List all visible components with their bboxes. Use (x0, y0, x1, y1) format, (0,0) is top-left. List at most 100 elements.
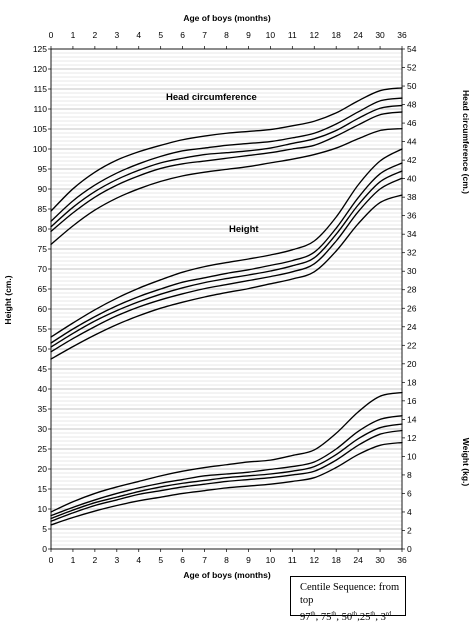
y-tick-label-left: 20 (38, 464, 48, 474)
head-circumference-curve-97th (50, 87, 403, 212)
y-tick-label-left: 65 (38, 284, 48, 294)
x-tick-label-top: 5 (158, 30, 163, 40)
panel-label-height: Height (229, 224, 259, 235)
weight-curve-75th (50, 414, 403, 517)
height-curve-97th (50, 148, 403, 338)
x-tick-label-bottom: 36 (397, 555, 407, 565)
chart-grid (51, 52, 402, 546)
x-tick-label-bottom: 0 (49, 555, 54, 565)
y-tick-label-right: 10 (407, 451, 417, 461)
weight-curve-50th (50, 423, 403, 520)
legend-centile: 97th (300, 610, 316, 623)
x-tick-label-top: 30 (375, 30, 385, 40)
y-tick-label-left: 15 (38, 484, 48, 494)
y-tick-label-left: 95 (38, 164, 48, 174)
head-circumference-curve-75th (50, 97, 403, 222)
x-tick-label-bottom: 1 (71, 555, 76, 565)
x-tick-label-bottom: 3 (114, 555, 119, 565)
y-tick-label-left: 35 (38, 404, 48, 414)
y-tick-label-right: 8 (407, 470, 412, 480)
y-tick-label-left: 85 (38, 204, 48, 214)
x-tick-label-bottom: 5 (158, 555, 163, 565)
y-tick-label-right: 54 (407, 44, 417, 54)
y-tick-label-left: 105 (33, 124, 47, 134)
centile-curves (50, 87, 403, 526)
x-tick-label-top: 1 (71, 30, 76, 40)
y-tick-label-right: 52 (407, 63, 417, 73)
x-tick-label-top: 18 (331, 30, 341, 40)
y-tick-label-right: 22 (407, 340, 417, 350)
y-tick-label-right: 44 (407, 137, 417, 147)
y-tick-label-right: 34 (407, 229, 417, 239)
y-tick-label-left: 25 (38, 444, 48, 454)
y-tick-label-left: 10 (38, 504, 48, 514)
y-tick-label-right: 48 (407, 100, 417, 110)
y-tick-label-right: 4 (407, 507, 412, 517)
y-tick-label-right: 50 (407, 81, 417, 91)
x-tick-label-bottom: 2 (93, 555, 98, 565)
y-tick-label-left: 80 (38, 224, 48, 234)
y-tick-label-right: 6 (407, 488, 412, 498)
weight-curve-97th (50, 391, 403, 513)
x-tick-label-top: 10 (266, 30, 276, 40)
y-tick-label-right: 42 (407, 155, 417, 165)
y-tick-label-right: 40 (407, 174, 417, 184)
legend-box: Centile Sequence: from top 97th, 75th, 5… (290, 576, 406, 623)
axis-ticks: 0011223344556677889910101111121218182424… (33, 30, 417, 565)
head-circumference-curve-50th (50, 104, 403, 228)
x-tick-label-top: 4 (136, 30, 141, 40)
height-curve-25th (50, 177, 403, 353)
weight-curve-25th (50, 429, 403, 522)
x-tick-label-bottom: 9 (246, 555, 251, 565)
x-tick-label-top: 9 (246, 30, 251, 40)
y-tick-label-right: 36 (407, 211, 417, 221)
y-tick-label-left: 100 (33, 144, 47, 154)
weight-curve-3rd (50, 441, 403, 526)
y-tick-label-left: 0 (42, 544, 47, 554)
x-tick-label-top: 7 (202, 30, 207, 40)
y-tick-label-left: 110 (33, 104, 47, 114)
y-tick-label-right: 20 (407, 359, 417, 369)
y-tick-label-left: 75 (38, 244, 48, 254)
y-tick-label-left: 90 (38, 184, 48, 194)
legend-centile: 25th (359, 610, 376, 623)
y-tick-label-right: 24 (407, 322, 417, 332)
y-tick-label-right: 46 (407, 118, 417, 128)
y-tick-label-left: 60 (38, 304, 48, 314)
y-tick-label-right: 18 (407, 377, 417, 387)
y-tick-label-left: 50 (38, 344, 48, 354)
y-tick-label-right: 26 (407, 303, 417, 313)
y-tick-label-right: 14 (407, 414, 417, 424)
height-curve-50th (50, 170, 403, 348)
legend-centile: 3rd (380, 610, 392, 623)
y-tick-label-left: 125 (33, 44, 47, 54)
x-tick-label-top: 12 (310, 30, 320, 40)
y-tick-label-left: 115 (33, 84, 47, 94)
y-tick-label-left: 45 (38, 364, 48, 374)
y-tick-label-left: 30 (38, 424, 48, 434)
legend-centile: 75th (320, 610, 337, 623)
x-tick-label-top: 6 (180, 30, 185, 40)
y-axis-title-left: Height (cm.) (3, 275, 13, 324)
x-tick-label-top: 11 (288, 30, 297, 40)
x-tick-label-bottom: 24 (353, 555, 363, 565)
y-tick-label-left: 55 (38, 324, 48, 334)
y-tick-label-right: 28 (407, 285, 417, 295)
head-circumference-curve-3rd (50, 127, 403, 246)
y-tick-label-left: 70 (38, 264, 48, 274)
legend-centile: 50th (341, 610, 358, 623)
x-tick-label-top: 0 (49, 30, 54, 40)
y-tick-label-left: 40 (38, 384, 48, 394)
panel-label-head-circumference: Head circumference (166, 92, 257, 103)
height-curve-75th (50, 162, 403, 344)
x-tick-label-top: 2 (93, 30, 98, 40)
x-tick-label-bottom: 8 (224, 555, 229, 565)
x-tick-label-bottom: 7 (202, 555, 207, 565)
y-axis-title-right-upper: Head circumference (cm.) (461, 90, 471, 194)
legend-sequence: 97th, 75th, 50th,25th, 3rd (300, 610, 392, 623)
x-axis-title-top: Age of boys (months) (183, 13, 271, 23)
y-tick-label-right: 0 (407, 544, 412, 554)
x-axis-title-bottom: Age of boys (months) (183, 570, 271, 580)
y-axis-title-right-lower: Weight (kg.) (461, 438, 471, 487)
